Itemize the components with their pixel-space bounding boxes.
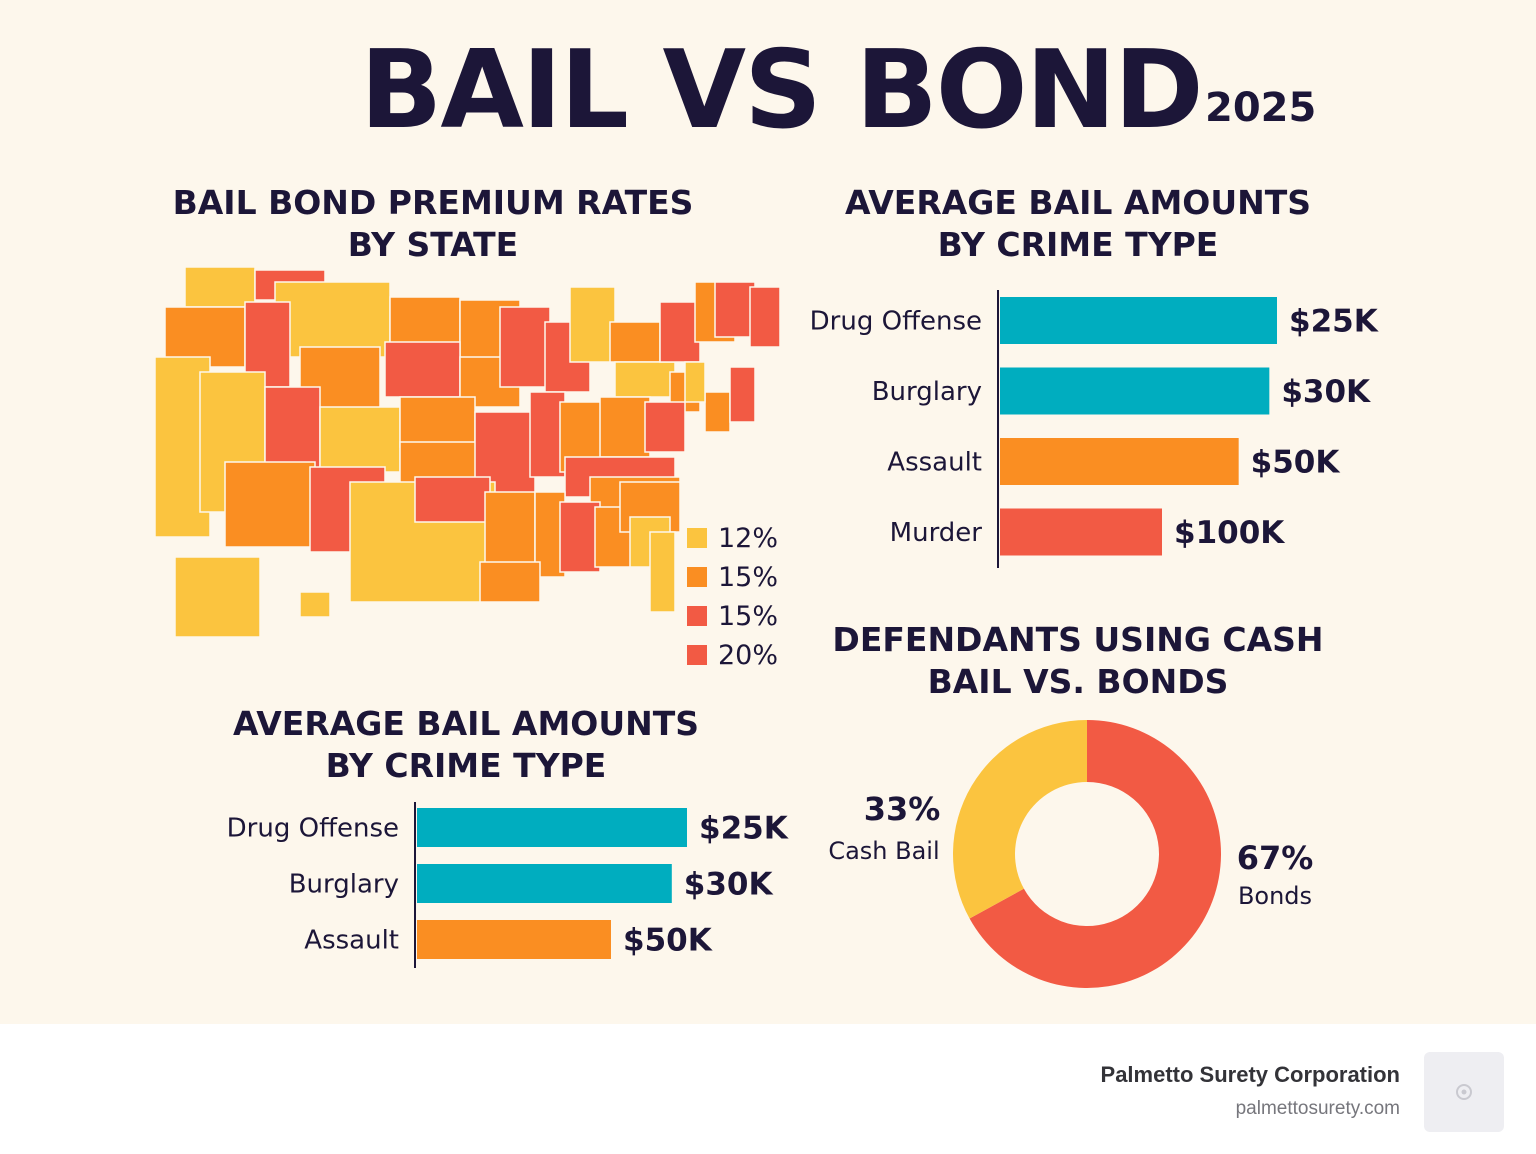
- value-label: $30K: [684, 867, 774, 903]
- state-tiles: [154, 266, 781, 638]
- state-region: [479, 561, 541, 603]
- state-region: [484, 491, 536, 568]
- state-region: [599, 396, 651, 458]
- bar: [1000, 367, 1270, 415]
- bar-chart-top: Drug Offense $25K Burglary $30K Assault $50K M…: [810, 290, 1379, 568]
- slice-name-label: Cash Bail: [828, 837, 939, 865]
- value-label: $100K: [1174, 515, 1285, 551]
- donut-slice: [953, 720, 1087, 919]
- bars-bottom-title-line2: BY CRIME TYPE: [325, 746, 607, 785]
- footer-bar: [0, 1024, 1536, 1154]
- donut-chart: 67% Bonds 33% Cash Bail: [828, 720, 1314, 988]
- bar: [417, 864, 672, 903]
- bars-top-title-line2: BY CRIME TYPE: [937, 225, 1219, 264]
- state-region: [614, 361, 676, 398]
- state-region: [649, 531, 676, 613]
- year-label: 2025: [1205, 85, 1317, 131]
- value-label: $50K: [1251, 445, 1341, 481]
- state-region: [274, 281, 391, 358]
- slice-name-label: Bonds: [1238, 882, 1312, 910]
- map-title-line2: BY STATE: [347, 225, 519, 264]
- bar: [417, 808, 687, 847]
- state-region: [174, 556, 261, 638]
- map-legend: 12% 15% 15% 20%: [687, 523, 778, 671]
- footer-company: Palmetto Surety Corporation: [1100, 1062, 1400, 1087]
- bar: [417, 920, 611, 959]
- donut-slice: [969, 720, 1221, 988]
- category-label: Assault: [304, 926, 399, 956]
- bars-top-title-line1: AVERAGE BAIL AMOUNTS: [844, 183, 1312, 222]
- state-region: [414, 476, 491, 523]
- state-region: [384, 341, 461, 398]
- category-label: Burglary: [872, 377, 982, 407]
- badge-icon: [1456, 1084, 1472, 1100]
- category-label: Drug Offense: [810, 307, 982, 337]
- legend-swatch: [687, 567, 707, 587]
- slice-value-label: 33%: [864, 790, 941, 828]
- state-region: [609, 321, 661, 363]
- state-region: [184, 266, 256, 308]
- state-region: [559, 501, 601, 573]
- state-region: [684, 361, 706, 403]
- legend-label: 20%: [718, 640, 778, 671]
- footer-url: palmettosurety.com: [1235, 1098, 1400, 1119]
- category-label: Assault: [887, 448, 982, 478]
- value-label: $30K: [1281, 374, 1371, 410]
- state-region: [224, 461, 316, 548]
- state-region: [399, 396, 476, 448]
- legend-swatch: [687, 528, 707, 548]
- state-region: [499, 306, 551, 388]
- main-title: BAIL VS BOND: [360, 28, 1204, 153]
- legend-label: 12%: [718, 523, 778, 554]
- us-state-map: [154, 266, 781, 638]
- bar: [1000, 438, 1239, 485]
- state-region: [714, 281, 756, 338]
- value-label: $50K: [623, 923, 713, 959]
- legend-swatch: [687, 645, 707, 665]
- state-region: [749, 286, 781, 348]
- state-region: [319, 406, 401, 473]
- value-label: $25K: [699, 811, 789, 847]
- legend-label: 15%: [718, 562, 778, 593]
- state-region: [704, 391, 731, 433]
- donut-title-line2: BAIL VS. BONDS: [927, 662, 1229, 701]
- map-title-line1: BAIL BOND PREMIUM RATES: [172, 183, 694, 222]
- bars-bottom-title-line1: AVERAGE BAIL AMOUNTS: [232, 704, 700, 743]
- bar: [1000, 508, 1162, 556]
- state-region: [659, 301, 701, 363]
- state-region: [729, 366, 756, 423]
- bar-chart-bottom: Drug Offense $25K Burglary $30K Assault $50K: [227, 802, 789, 968]
- state-region: [644, 401, 686, 453]
- category-label: Murder: [890, 518, 983, 548]
- legend-swatch: [687, 606, 707, 626]
- value-label: $25K: [1289, 304, 1379, 340]
- company-logo: [1424, 1052, 1504, 1132]
- donut-title-line1: DEFENDANTS USING CASH: [832, 620, 1324, 659]
- state-region: [299, 591, 331, 618]
- slice-value-label: 67%: [1237, 839, 1314, 877]
- category-label: Drug Offense: [227, 814, 399, 844]
- state-region: [299, 346, 381, 413]
- bar: [1000, 297, 1277, 344]
- category-label: Burglary: [289, 870, 399, 900]
- state-region: [569, 286, 616, 363]
- legend-label: 15%: [718, 601, 778, 632]
